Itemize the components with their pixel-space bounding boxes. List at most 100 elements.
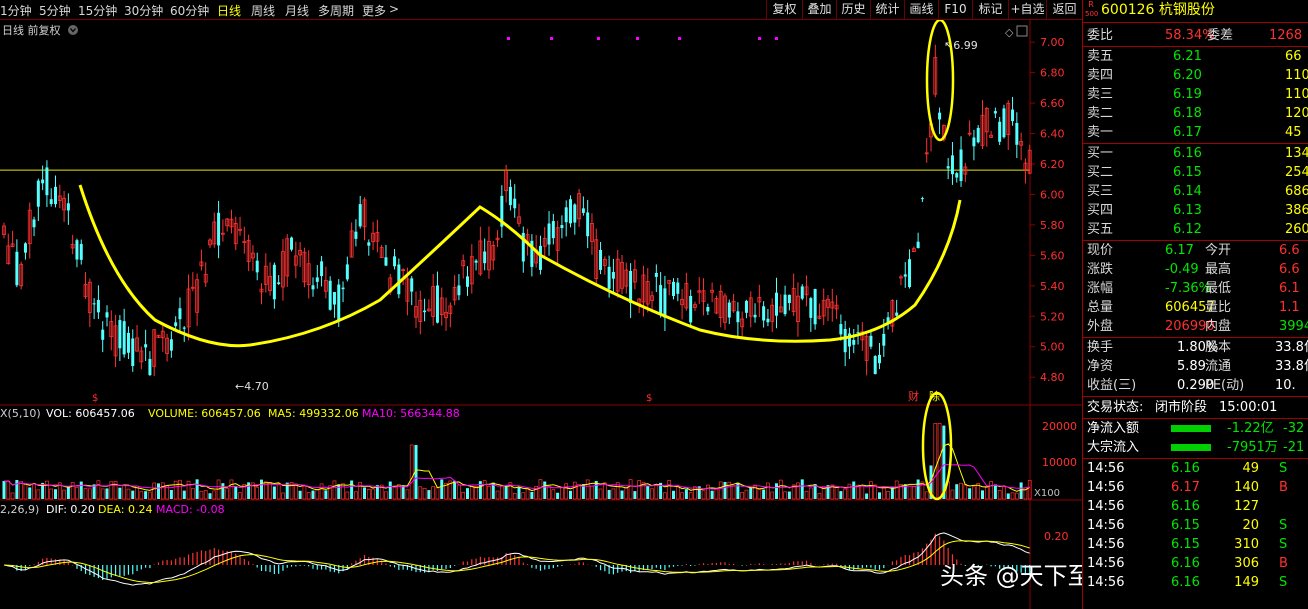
volume-bar	[718, 481, 723, 500]
volume-bar	[865, 493, 869, 499]
stat-row[interactable]: 涨幅 -7.36% 最低 6.1	[1087, 279, 1308, 298]
bid-row[interactable]: 买三 6.14 686	[1087, 182, 1308, 201]
stat-row[interactable]: 总量 606457 量比 1.1	[1087, 298, 1308, 317]
period-monthly[interactable]: 月线	[285, 4, 310, 18]
tick-time: 14:56	[1087, 556, 1125, 571]
volume-bar	[41, 482, 45, 499]
candle-body	[246, 240, 251, 262]
period-multi[interactable]: 多周期	[318, 4, 355, 18]
candle-body	[972, 137, 976, 147]
stat-row[interactable]: 涨跌 -0.49 最高 6.6	[1087, 260, 1308, 279]
candle-body	[160, 330, 165, 339]
tick-volume: 149	[1234, 575, 1259, 590]
ask-row[interactable]: 卖四 6.20 110	[1087, 66, 1308, 85]
candle-body	[306, 263, 311, 286]
tick-row[interactable]: 14:56 6.16 149 S	[1087, 573, 1308, 592]
volume-bar	[182, 490, 186, 499]
tick-row[interactable]: 14:56 6.16 127	[1087, 497, 1308, 516]
status-time: 15:00:01	[1219, 400, 1278, 415]
candle-body	[122, 321, 126, 355]
tick-row[interactable]: 14:56 6.15 310 S	[1087, 535, 1308, 554]
period-daily[interactable]: 日线	[217, 4, 242, 18]
volume-bar	[611, 488, 616, 500]
candle-body	[259, 288, 264, 293]
candle-body	[118, 320, 122, 349]
tool-stats[interactable]: 统计	[870, 0, 904, 19]
period-more[interactable]: 更多	[362, 4, 387, 18]
stock-code-name[interactable]: 600126 杭钢股份	[1101, 2, 1215, 18]
tick-time: 14:56	[1087, 461, 1125, 476]
period-60min[interactable]: 60分钟	[170, 4, 210, 18]
volume-bar	[556, 492, 560, 499]
candle-body	[341, 287, 345, 290]
candle-body	[349, 230, 354, 258]
volume-bar	[422, 487, 427, 500]
candle-body	[452, 286, 457, 301]
candle-body	[641, 274, 646, 303]
volume-bar	[57, 482, 62, 500]
ask-row[interactable]: 卖一 6.17 45	[1087, 123, 1308, 142]
kline-chart[interactable]: 日线 前复权 ◇ 7.00 6.80 6.60 6.40 6.20 6.00 5.80 5.60 5…	[0, 20, 1082, 609]
volume-bar	[49, 488, 54, 500]
candle-body	[83, 283, 88, 297]
volume-bar	[950, 489, 955, 500]
period-5min[interactable]: 5分钟	[39, 4, 71, 18]
tool-history[interactable]: 历史	[836, 0, 870, 19]
period-weekly[interactable]: 周线	[251, 4, 276, 18]
y-tick-label: 6.40	[1040, 128, 1065, 141]
candle-body	[2, 225, 6, 235]
more-chevron-icon[interactable]: >	[389, 2, 400, 16]
bid-row[interactable]: 买一 6.16 134	[1087, 144, 1308, 163]
tick-row[interactable]: 14:56 6.17 140 B	[1087, 478, 1308, 497]
volume-bar	[453, 480, 457, 499]
tool-f10[interactable]: F10	[938, 0, 972, 19]
macd-legend-macd: MACD: -0.08	[156, 503, 225, 516]
period-1min[interactable]: 1分钟	[0, 4, 32, 18]
tool-mark[interactable]: 标记	[972, 0, 1008, 19]
volume-bar	[663, 492, 667, 500]
flow-row[interactable]: 净流入额 -1.22亿 -32	[1087, 419, 1308, 438]
tool-back[interactable]: 返回	[1046, 0, 1082, 19]
tool-restore-rights[interactable]: 复权	[766, 0, 802, 19]
ask-row[interactable]: 卖五 6.21 66	[1087, 47, 1308, 66]
tool-add-watchlist[interactable]: +自选	[1008, 0, 1046, 19]
volume-bar	[306, 492, 311, 500]
event-marker: 除	[929, 389, 940, 403]
bid-row[interactable]: 买二 6.15 254	[1087, 163, 1308, 182]
bid-row[interactable]: 买五 6.12 260	[1087, 220, 1308, 239]
volume-bar	[1027, 480, 1032, 500]
volume-bar	[551, 489, 556, 500]
ask-row[interactable]: 卖二 6.18 120	[1087, 104, 1308, 123]
tick-price: 6.16	[1171, 575, 1200, 590]
volume-bar	[1014, 492, 1019, 500]
tool-overlay[interactable]: 叠加	[802, 0, 836, 19]
volume-bar	[388, 481, 392, 499]
volume-bar	[440, 479, 444, 499]
weibi-value: 58.34%	[1165, 28, 1215, 43]
bid-row[interactable]: 买四 6.13 386	[1087, 201, 1308, 220]
tick-row[interactable]: 14:56 6.16 306 B	[1087, 554, 1308, 573]
candle-body	[263, 265, 268, 285]
candle-body	[298, 249, 303, 256]
tool-draw-line[interactable]: 画线	[904, 0, 938, 19]
stat-row[interactable]: 换手 1.80%股本 33.8亿	[1087, 338, 1308, 357]
volume-bar	[401, 485, 405, 499]
volume-bar	[293, 483, 298, 500]
stat-row[interactable]: 收益(三) 0.290 PE(动) 10.	[1087, 376, 1308, 395]
stat-value: 39946	[1279, 319, 1308, 334]
divider	[1083, 418, 1308, 419]
volume-bar	[968, 488, 972, 499]
period-30min[interactable]: 30分钟	[124, 4, 164, 18]
tick-row[interactable]: 14:56 6.15 20 S	[1087, 516, 1308, 535]
period-15min[interactable]: 15分钟	[78, 4, 118, 18]
volume-bar	[328, 485, 333, 500]
ask-row[interactable]: 卖三 6.19 110	[1087, 85, 1308, 104]
flow-row[interactable]: 大宗流入 -7951万 -21	[1087, 438, 1308, 457]
stat-row[interactable]: 现价 6.17 今开 6.6	[1087, 241, 1308, 260]
candle-body	[466, 276, 469, 287]
tick-row[interactable]: 14:56 6.16 49 S	[1087, 459, 1308, 478]
volume-bar	[783, 491, 787, 500]
candle-body	[182, 327, 186, 329]
